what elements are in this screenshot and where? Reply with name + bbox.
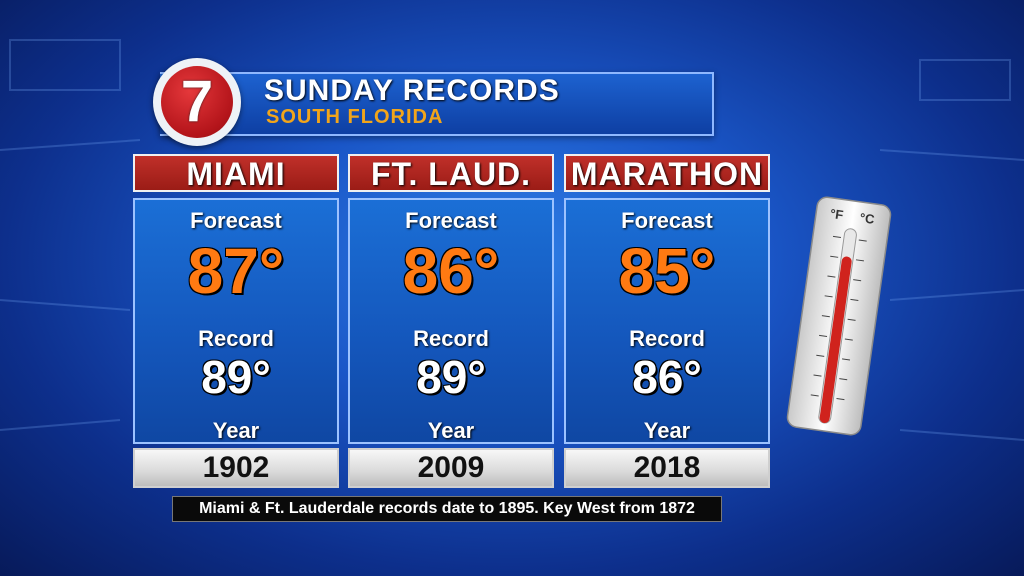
- forecast-label: Forecast: [190, 208, 282, 233]
- year-label: Year: [643, 418, 691, 443]
- city-name: FT. LAUD.: [348, 154, 554, 192]
- year-label: Year: [427, 418, 475, 443]
- forecast-label: Forecast: [405, 208, 497, 233]
- city-column-ft-laud: FT. LAUD. Forecast 86° Record 89° Year 2…: [348, 154, 554, 488]
- city-name: MARATHON: [564, 154, 770, 192]
- logo-seven: 7: [180, 69, 214, 134]
- year-label: Year: [212, 418, 260, 443]
- logo-circle: 7: [161, 66, 233, 138]
- city-panel: Forecast 86° Record 89° Year: [348, 198, 554, 444]
- city-panel: Forecast 85° Record 86° Year: [564, 198, 770, 444]
- record-year: 2018: [564, 448, 770, 488]
- city-name: MIAMI: [133, 154, 339, 192]
- record-value: 89°: [201, 351, 271, 403]
- record-year: 2009: [348, 448, 554, 488]
- footnote: Miami & Ft. Lauderdale records date to 1…: [172, 496, 722, 522]
- record-value: 89°: [416, 351, 486, 403]
- page-subtitle: SOUTH FLORIDA: [266, 106, 444, 128]
- forecast-label: Forecast: [621, 208, 713, 233]
- city-panel: Forecast 87° Record 89° Year: [133, 198, 339, 444]
- station-logo: 7: [153, 58, 241, 146]
- forecast-value: 86°: [402, 235, 500, 307]
- city-column-marathon: MARATHON Forecast 85° Record 86° Year 20…: [564, 154, 770, 488]
- city-column-miami: MIAMI Forecast 87° Record 89° Year 1902: [133, 154, 339, 488]
- record-label: Record: [413, 326, 489, 351]
- record-value: 86°: [632, 351, 702, 403]
- record-label: Record: [198, 326, 274, 351]
- forecast-value: 85°: [618, 235, 716, 307]
- unit-c-label: °C: [859, 210, 876, 227]
- thermometer-icon: °F °C: [784, 194, 894, 439]
- forecast-value: 87°: [187, 235, 285, 307]
- record-year: 1902: [133, 448, 339, 488]
- unit-f-label: °F: [829, 206, 844, 223]
- record-label: Record: [629, 326, 705, 351]
- header-bar: [160, 72, 714, 136]
- page-title: SUNDAY RECORDS: [264, 74, 560, 107]
